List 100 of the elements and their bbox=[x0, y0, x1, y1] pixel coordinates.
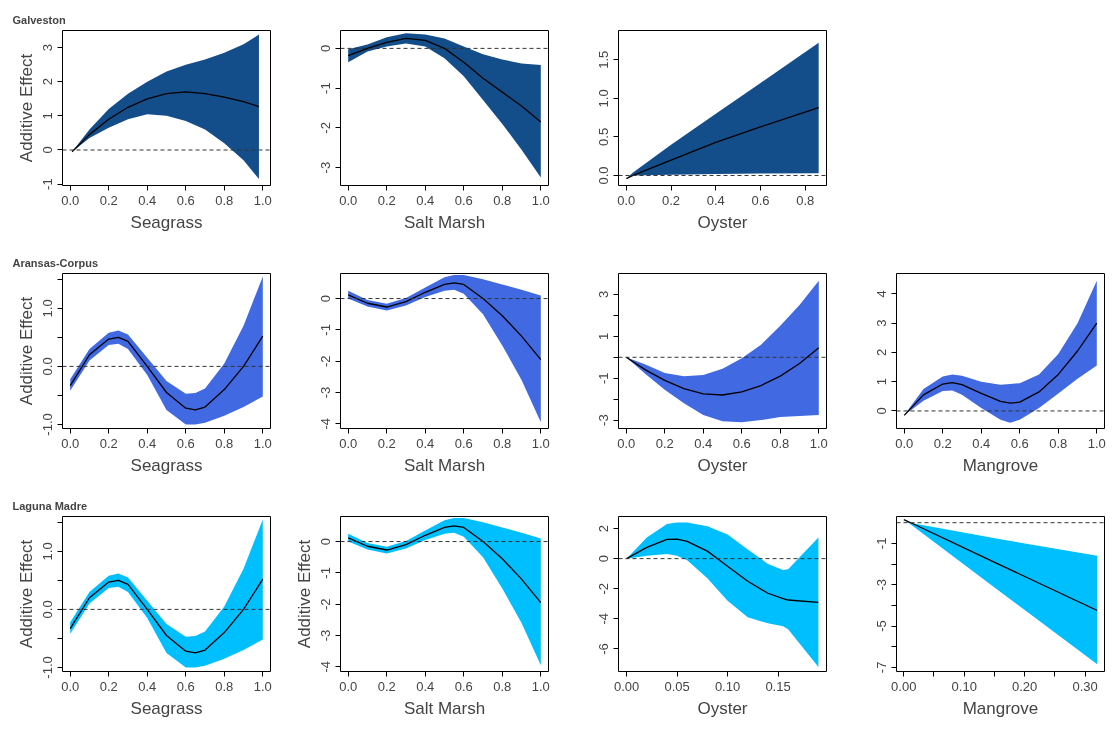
x-axis-title: Salt Marsh bbox=[403, 698, 486, 718]
x-tick-label: 0.2 bbox=[99, 435, 118, 451]
x-tick-label: 0.6 bbox=[176, 435, 195, 451]
y-tick-label: 3 bbox=[40, 43, 56, 52]
y-tick-label: 4 bbox=[874, 290, 890, 298]
x-tick-label: 1.0 bbox=[531, 435, 550, 451]
y-tick-label: 0.0 bbox=[596, 166, 612, 185]
y-tick-label: 0.0 bbox=[40, 357, 56, 376]
x-axis-title: Seagrass bbox=[130, 212, 203, 232]
x-tick-label: 0.2 bbox=[377, 435, 396, 451]
x-axis-title: Salt Marsh bbox=[403, 212, 486, 232]
x-tick-label: 0.4 bbox=[706, 192, 725, 208]
x-tick-label: 0.8 bbox=[1049, 435, 1068, 451]
y-tick-label: -1 bbox=[318, 324, 334, 336]
x-tick-label: 1.0 bbox=[809, 435, 828, 451]
y-tick-label: -1 bbox=[874, 537, 890, 550]
y-tick-label: -1 bbox=[596, 372, 612, 385]
x-tick-label: 0.00 bbox=[613, 678, 640, 694]
x-tick-label: 0.4 bbox=[972, 435, 991, 451]
x-tick-label: 0.4 bbox=[138, 435, 157, 451]
x-tick-label: 1.0 bbox=[1087, 435, 1106, 451]
x-axis-title: Salt Marsh bbox=[403, 455, 486, 475]
x-tick-label: 0.8 bbox=[215, 192, 234, 208]
y-tick-label: -2 bbox=[318, 122, 334, 134]
chart-title: Laguna Madre bbox=[12, 499, 88, 512]
y-tick-label: -5 bbox=[874, 620, 890, 632]
x-tick-label: 0.8 bbox=[493, 678, 512, 694]
x-tick-label: 0.0 bbox=[339, 435, 358, 451]
x-tick-label: 0.6 bbox=[732, 435, 751, 451]
y-tick-label: 1.0 bbox=[40, 299, 56, 318]
x-tick-label: 0.00 bbox=[891, 678, 917, 694]
y-tick-label: -3 bbox=[596, 414, 612, 426]
y-tick-label: 0 bbox=[874, 407, 890, 415]
chart-title: Galveston bbox=[12, 13, 66, 26]
y-axis-title: Additive Effect bbox=[16, 296, 36, 406]
y-tick-label: 0.0 bbox=[40, 600, 56, 619]
chart-title: Aransas-Corpus bbox=[12, 256, 99, 269]
x-tick-label: 0.6 bbox=[176, 678, 195, 694]
y-tick-label: -1.0 bbox=[40, 656, 56, 679]
x-tick-label: 0.10 bbox=[951, 678, 977, 694]
x-tick-label: 0.15 bbox=[765, 678, 791, 694]
y-tick-label: -3 bbox=[874, 578, 890, 591]
y-tick-label: -3 bbox=[318, 161, 334, 174]
y-tick-label: -2 bbox=[318, 355, 334, 367]
x-tick-label: 0.0 bbox=[617, 192, 636, 208]
x-tick-label: 0.30 bbox=[1072, 678, 1098, 694]
y-tick-label: -1 bbox=[318, 82, 334, 94]
y-tick-label: 0 bbox=[318, 537, 334, 546]
x-tick-label: 0.2 bbox=[933, 435, 952, 451]
x-tick-label: 0.0 bbox=[339, 192, 358, 208]
x-tick-label: 0.4 bbox=[416, 192, 435, 208]
y-tick-label: -2 bbox=[596, 582, 612, 595]
y-tick-label: 3 bbox=[874, 319, 890, 327]
x-tick-label: 0.0 bbox=[617, 435, 636, 451]
x-tick-label: 0.4 bbox=[416, 435, 435, 451]
y-tick-label: 1 bbox=[874, 378, 890, 386]
x-axis-title: Seagrass bbox=[130, 698, 203, 718]
x-tick-label: 1.0 bbox=[253, 435, 272, 451]
y-tick-label: 1.0 bbox=[596, 89, 612, 108]
x-tick-label: 0.6 bbox=[176, 192, 195, 208]
x-axis-title: Oyster bbox=[697, 455, 748, 475]
y-tick-label: -4 bbox=[596, 613, 612, 625]
x-tick-label: 0.05 bbox=[664, 678, 690, 694]
x-tick-label: 0.8 bbox=[493, 435, 512, 451]
y-tick-label: -1 bbox=[40, 178, 56, 190]
x-tick-label: 0.0 bbox=[339, 678, 358, 694]
y-tick-label: -3 bbox=[318, 386, 334, 399]
y-tick-label: 0 bbox=[40, 146, 56, 154]
x-tick-label: 1.0 bbox=[253, 192, 272, 208]
y-axis-title: Additive Effect bbox=[16, 539, 36, 649]
x-tick-label: 0.0 bbox=[61, 192, 80, 208]
y-tick-label: 2 bbox=[596, 524, 612, 533]
x-tick-label: 0.6 bbox=[454, 678, 473, 694]
x-tick-label: 1.0 bbox=[531, 678, 550, 694]
x-tick-label: 1.0 bbox=[253, 678, 272, 694]
x-tick-label: 0.6 bbox=[454, 192, 473, 208]
y-tick-label: -3 bbox=[318, 629, 334, 642]
x-tick-label: 0.0 bbox=[895, 435, 914, 451]
y-tick-label: 1 bbox=[596, 332, 612, 340]
x-tick-label: 0.4 bbox=[138, 192, 157, 208]
y-tick-label: 0 bbox=[318, 294, 334, 303]
x-tick-label: 0.8 bbox=[215, 435, 234, 451]
y-tick-label: -2 bbox=[318, 598, 334, 610]
x-tick-label: 0.4 bbox=[694, 435, 713, 451]
y-tick-label: 1.5 bbox=[596, 50, 612, 69]
x-tick-label: 0.2 bbox=[662, 192, 681, 208]
x-tick-label: 0.4 bbox=[416, 678, 435, 694]
x-axis-title: Oyster bbox=[697, 212, 748, 232]
y-tick-label: -1.0 bbox=[40, 413, 56, 436]
x-tick-label: 0.6 bbox=[1010, 435, 1029, 451]
x-tick-label: 1.0 bbox=[531, 192, 550, 208]
x-tick-label: 0.2 bbox=[377, 192, 396, 208]
y-tick-label: -4 bbox=[318, 418, 334, 430]
x-axis-title: Mangrove bbox=[962, 455, 1039, 475]
x-tick-label: 0.8 bbox=[771, 435, 790, 451]
x-axis-title: Seagrass bbox=[130, 455, 203, 475]
x-tick-label: 0.8 bbox=[796, 192, 815, 208]
x-tick-label: 0.10 bbox=[714, 678, 741, 694]
x-tick-label: 0.2 bbox=[99, 192, 118, 208]
y-tick-label: 2 bbox=[874, 348, 890, 357]
